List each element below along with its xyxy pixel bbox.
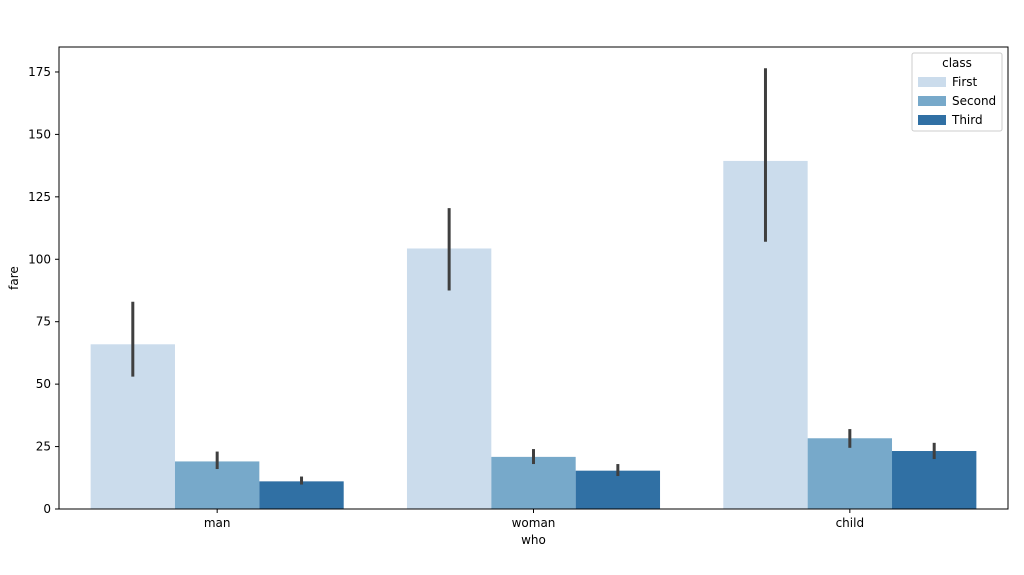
legend-label: Second xyxy=(952,94,996,108)
y-tick-label: 75 xyxy=(36,315,51,329)
x-axis: man woman child xyxy=(204,509,864,530)
bar-man-second xyxy=(174,461,260,509)
y-axis-label: fare xyxy=(7,266,21,290)
x-axis-label: who xyxy=(521,533,546,547)
legend-swatch xyxy=(918,115,946,125)
legend-swatch xyxy=(918,96,946,106)
plot-area xyxy=(90,68,977,510)
y-tick-label: 150 xyxy=(28,127,51,141)
y-tick-label: 125 xyxy=(28,190,51,204)
legend-item-first: First xyxy=(918,75,978,89)
bar-woman-first xyxy=(406,248,492,510)
bar-woman-third xyxy=(575,470,661,509)
legend: class First Second Third xyxy=(911,52,1003,132)
y-tick-label: 0 xyxy=(43,502,51,516)
legend-swatch xyxy=(918,77,946,87)
y-tick-label: 175 xyxy=(28,65,51,79)
bar-woman-second xyxy=(491,456,576,509)
y-tick-label: 25 xyxy=(36,440,51,454)
y-axis: 0 25 50 75 100 125 150 175 xyxy=(28,65,59,516)
x-tick-label-man: man xyxy=(204,516,231,530)
bar-child-third xyxy=(892,451,977,509)
x-tick-label-child: child xyxy=(836,516,865,530)
legend-box xyxy=(911,52,1003,132)
y-tick-label: 50 xyxy=(36,377,51,391)
legend-title: class xyxy=(942,56,972,70)
legend-item-third: Third xyxy=(918,113,983,127)
bar-child-second xyxy=(807,438,893,509)
y-tick-label: 100 xyxy=(28,252,51,266)
x-tick-label-woman: woman xyxy=(512,516,556,530)
legend-label: Third xyxy=(951,113,983,127)
legend-item-second: Second xyxy=(918,94,996,108)
legend-label: First xyxy=(952,75,978,89)
bar-man-third xyxy=(259,481,344,509)
